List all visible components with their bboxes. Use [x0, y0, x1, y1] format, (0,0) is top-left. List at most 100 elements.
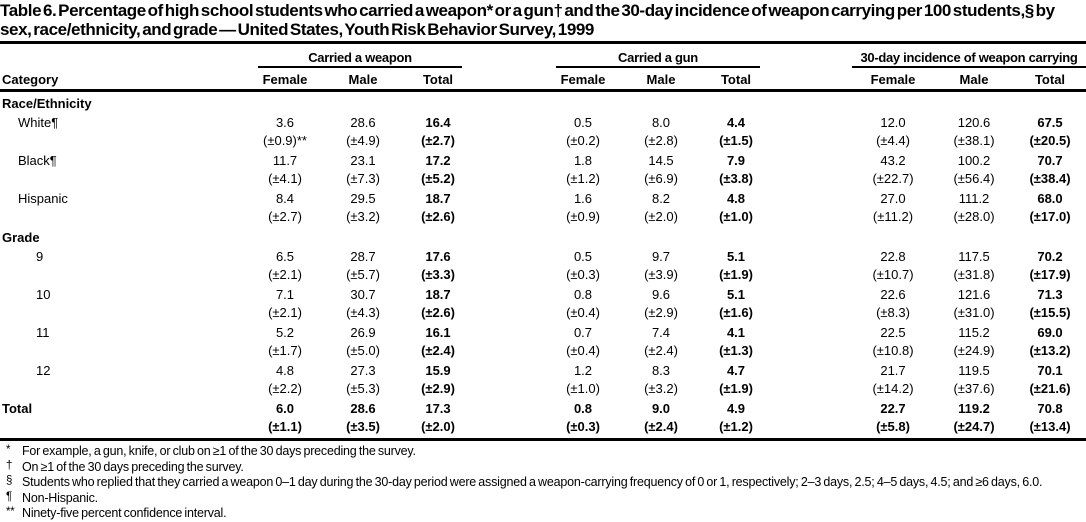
cell: 4.8	[726, 191, 746, 206]
row-label	[0, 342, 246, 360]
section-row: Race/Ethnicity	[0, 94, 1086, 114]
cell: 22.7	[880, 401, 906, 416]
cell: (±3.2)	[644, 381, 678, 396]
cell: 111.2	[958, 191, 990, 206]
cell: 15.9	[425, 363, 451, 378]
table-title: Table 6. Percentage of high school stude…	[0, 1, 1055, 39]
row-label: Total	[2, 401, 33, 416]
table-row: 9 6.5 28.7 17.6 0.5 9.7 5.1 22.8 117.5 70.2	[0, 248, 1086, 266]
cell: (±17.9)	[1029, 267, 1071, 282]
col-header-weapon-female: Female	[262, 72, 308, 87]
cell: (±4.9)	[346, 133, 380, 148]
cell: (±0.4)	[566, 343, 600, 358]
cell: 120.6	[957, 115, 991, 130]
table-row: Total 6.0 28.6 17.3 0.8 9.0 4.9 22.7 119.2 70.8	[0, 400, 1086, 418]
cell: 27.3	[350, 363, 376, 378]
table-row: 12 4.8 27.3 15.9 1.2 8.3 4.7 21.7 119.5 70.1	[0, 362, 1086, 380]
cell: 0.8	[573, 401, 593, 416]
gap-cell	[474, 380, 544, 398]
cell: (±10.8)	[872, 343, 914, 358]
footnotes: * For example, a gun, knife, or club on ≥…	[0, 441, 1086, 522]
footnote: ** Ninety-five percent confidence interva…	[0, 506, 1086, 522]
cell: 119.5	[958, 363, 990, 378]
gap-cell	[772, 362, 852, 380]
cell: 117.5	[958, 249, 990, 264]
cell: 69.0	[1037, 325, 1063, 340]
group-header-row: Carried a weapon Carried a gun 30-day in…	[0, 47, 1086, 68]
cell: (±1.2)	[719, 419, 753, 434]
col-header-30day-male: Male	[959, 72, 989, 87]
gap-cell	[772, 208, 852, 226]
gap-cell	[772, 152, 852, 170]
col-header-gun-total: Total	[720, 72, 752, 87]
gap-cell	[474, 324, 544, 342]
cell: 70.7	[1037, 153, 1063, 168]
table-row-ci: (±1.7) (±5.0) (±2.4) (±0.4) (±2.4) (±1.3) (±10…	[0, 342, 1086, 360]
row-label: 12	[36, 363, 51, 378]
cell: (±22.7)	[872, 171, 914, 186]
cell: 4.1	[726, 325, 746, 340]
gap-cell	[474, 362, 544, 380]
cell: 8.4	[275, 191, 295, 206]
cell: 9.7	[651, 249, 671, 264]
bottom-rule	[0, 438, 1086, 441]
gap-cell	[474, 248, 544, 266]
cell: 0.5	[573, 115, 593, 130]
cell: 1.6	[573, 191, 593, 206]
gap-cell	[474, 400, 544, 418]
cell: (±4.3)	[346, 305, 380, 320]
footnote-text: Non-Hispanic.	[22, 490, 98, 505]
gap-cell	[474, 170, 544, 188]
table-row-ci: (±2.7) (±3.2) (±2.6) (±0.9) (±2.0) (±1.0) (±11…	[0, 208, 1086, 226]
cell: (±2.2)	[268, 381, 302, 396]
gap-cell	[474, 208, 544, 226]
cell: (±0.3)	[566, 267, 600, 282]
header-rule	[0, 89, 1086, 92]
gap-cell	[772, 132, 852, 150]
cell: (±37.6)	[953, 381, 995, 396]
cell: (±1.9)	[719, 381, 753, 396]
footnote-marker: ¶	[6, 490, 12, 503]
cell: (±0.9)**	[263, 133, 307, 148]
cell: (±5.7)	[346, 267, 380, 282]
gap-cell	[772, 380, 852, 398]
cell: 17.3	[425, 401, 451, 416]
col-header-30day-female: Female	[870, 72, 916, 87]
cell: 70.8	[1037, 401, 1063, 416]
cell: 6.5	[275, 249, 295, 264]
gap-cell	[474, 152, 544, 170]
cell: (±3.5)	[346, 419, 380, 434]
row-label	[0, 132, 246, 150]
cell: 0.5	[573, 249, 593, 264]
cell: (±1.5)	[719, 133, 753, 148]
gap-cell	[474, 286, 544, 304]
cell: 9.0	[651, 401, 671, 416]
cell: (±2.0)	[421, 419, 455, 434]
cell: (±2.9)	[644, 305, 678, 320]
cell: (±31.8)	[953, 267, 995, 282]
cell: (±3.9)	[644, 267, 678, 282]
table-row: 10 7.1 30.7 18.7 0.8 9.6 5.1 22.6 121.6 71.3	[0, 286, 1086, 304]
cell: 7.9	[726, 153, 746, 168]
cell: (±3.2)	[346, 209, 380, 224]
cell: 67.5	[1037, 115, 1063, 130]
cell: 17.6	[425, 249, 451, 264]
footnote-marker: †	[6, 459, 13, 472]
footnote-text: On ≥1 of the 30 days preceding the surve…	[22, 459, 244, 474]
cell: (±20.5)	[1029, 133, 1071, 148]
gap-cell	[474, 342, 544, 360]
cell: (±0.4)	[566, 305, 600, 320]
footnote: ¶ Non-Hispanic.	[0, 491, 1086, 507]
footnote-text: For example, a gun, knife, or club on ≥1…	[22, 444, 416, 458]
cell: (±0.3)	[566, 419, 600, 434]
cell: (±24.9)	[953, 343, 995, 358]
gap-cell	[772, 190, 852, 208]
footnote-marker: §	[6, 475, 13, 487]
cell: (±1.2)	[566, 171, 600, 186]
col-header-gun-male: Male	[646, 72, 676, 87]
cell: 4.4	[726, 115, 746, 130]
gap-cell	[772, 170, 852, 188]
cell: (±2.1)	[268, 267, 302, 282]
cell: (±6.9)	[644, 171, 678, 186]
